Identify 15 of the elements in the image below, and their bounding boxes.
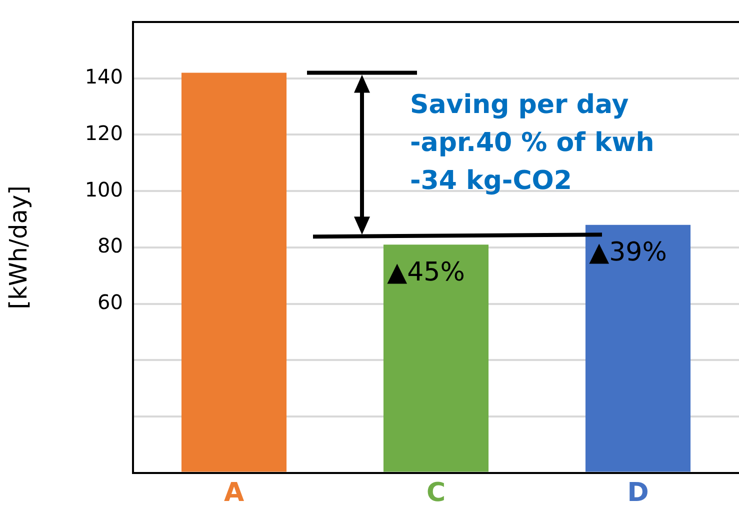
y-tick-label: 60 [98,290,123,314]
annotation: ▲45% [387,257,465,288]
x-tick-label: A [224,478,244,508]
y-axis-title: [kWh/day] [4,186,33,310]
y-tick-label: 140 [84,64,123,89]
annotation: ▲39% [589,238,667,268]
y-tick-label: 120 [84,120,123,145]
annotation: Saving per day -apr.40 % of kwh -34 kg-CO2 [410,89,654,198]
x-tick-label: C [426,478,446,508]
y-tick-label: 80 [98,234,123,258]
y-tick-label: 100 [84,177,123,202]
x-tick-label: D [627,478,649,508]
bar [585,224,691,472]
bar [181,72,287,472]
bar [383,244,489,472]
